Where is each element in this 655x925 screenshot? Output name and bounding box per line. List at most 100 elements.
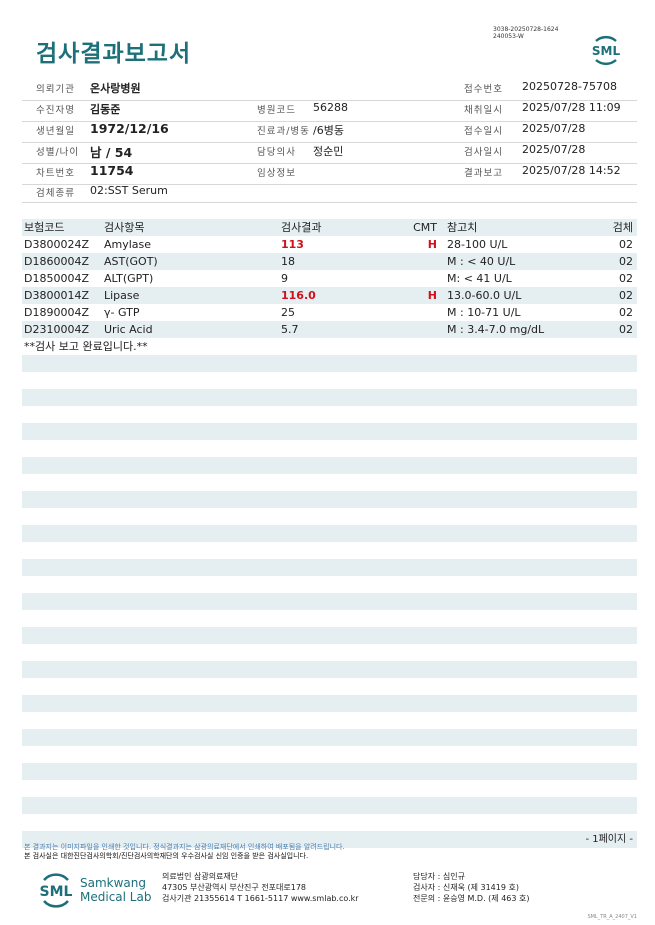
- row-stripe: [22, 797, 637, 814]
- hospital-code-value: 56288: [313, 101, 348, 114]
- clinical-label: 임상정보: [257, 168, 296, 179]
- column-header: 검사항목: [104, 221, 145, 234]
- form-code: SML_TR_A_2407_V1: [587, 914, 637, 920]
- lab-address: 의료법인 삼광의료재단 47305 부산광역시 부산진구 전포대로178 검사기…: [162, 871, 359, 904]
- column-header: 검체: [612, 221, 633, 234]
- cell-specimen: 02: [619, 238, 633, 251]
- specialist: 전문의 : 윤승영 M.D. (제 463 호): [413, 894, 530, 903]
- cell-result: 116.0: [281, 289, 316, 302]
- lab-name-line: Samkwang: [80, 876, 146, 890]
- column-header: CMT: [413, 221, 437, 234]
- row-stripe: [22, 661, 637, 678]
- doc-id-line: 240053-W: [493, 33, 524, 40]
- row-stripe: [22, 491, 637, 508]
- row-stripe: [22, 831, 637, 848]
- cell-ref: M : < 40 U/L: [447, 255, 516, 268]
- lab-name-line: Medical Lab: [80, 890, 152, 904]
- row-stripe: [22, 389, 637, 406]
- patient-label: 수진자명: [36, 105, 75, 116]
- row-stripe: [22, 457, 637, 474]
- cell-item: γ- GTP: [104, 306, 140, 319]
- receipt-no-label: 접수번호: [464, 84, 503, 95]
- column-header: 참고치: [447, 221, 478, 234]
- row-stripe: [22, 321, 637, 338]
- cell-item: Amylase: [104, 238, 152, 251]
- row-stripe: [22, 219, 637, 236]
- specimen-label: 검체종류: [36, 188, 75, 199]
- cell-item: ALT(GPT): [104, 272, 154, 285]
- svg-text:SML: SML: [40, 884, 73, 900]
- cell-result: 5.7: [281, 323, 299, 336]
- row-stripe: [22, 695, 637, 712]
- tester: 검사자 : 신재욱 (제 31419 호): [413, 883, 519, 892]
- notice-accreditation: 본 검사실은 대한진단검사의학회/진단검사의학재단의 우수검사실 신임 인증을 …: [24, 852, 309, 860]
- cell-specimen: 02: [619, 289, 633, 302]
- svg-text:SML: SML: [592, 44, 621, 58]
- cell-item: Lipase: [104, 289, 140, 302]
- cell-code: D1850004Z: [24, 272, 89, 285]
- chart-no-label: 차트번호: [36, 168, 75, 179]
- column-header: 검사결과: [281, 221, 322, 234]
- row-stripe: [22, 253, 637, 270]
- divider: [22, 142, 637, 143]
- doctor-value: 정순민: [313, 145, 344, 158]
- cell-code: D1890004Z: [24, 306, 89, 319]
- cell-cmt: H: [427, 289, 437, 302]
- cell-specimen: 02: [619, 323, 633, 336]
- cell-specimen: 02: [619, 272, 633, 285]
- cell-code: D3800024Z: [24, 238, 89, 251]
- cell-item: Uric Acid: [104, 323, 153, 336]
- cell-ref: M: < 41 U/L: [447, 272, 512, 285]
- row-stripe: [22, 355, 637, 372]
- birth-label: 생년월일: [36, 126, 75, 137]
- row-stripe: [22, 627, 637, 644]
- tested-label: 검사일시: [464, 147, 503, 158]
- received-value: 2025/07/28: [522, 122, 586, 135]
- manager: 담당자 : 심인규: [413, 872, 465, 881]
- cell-result: 18: [281, 255, 295, 268]
- cell-specimen: 02: [619, 306, 633, 319]
- divider: [22, 184, 637, 185]
- row-stripe: [22, 559, 637, 576]
- dept-value: /6병동: [313, 124, 344, 137]
- cell-specimen: 02: [619, 255, 633, 268]
- page-number: - 1페이지 -: [585, 834, 633, 845]
- reported-label: 결과보고: [464, 168, 503, 179]
- signatories: 담당자 : 심인규 검사자 : 신재욱 (제 31419 호) 전문의 : 윤승…: [413, 871, 530, 904]
- sex-age-value: 남 / 54: [90, 145, 133, 160]
- cell-cmt: H: [427, 238, 437, 251]
- institution-label: 의뢰기관: [36, 84, 75, 95]
- contact: 검사기관 21355614 T 1661-5117 www.smlab.co.k…: [162, 894, 359, 903]
- institution-value: 온사랑병원: [90, 82, 141, 95]
- hospital-code-label: 병원코드: [257, 105, 296, 116]
- row-stripe: [22, 763, 637, 780]
- tested-value: 2025/07/28: [522, 143, 586, 156]
- birth-value: 1972/12/16: [90, 121, 169, 136]
- cell-result: 25: [281, 306, 295, 319]
- row-stripe: [22, 729, 637, 746]
- collected-value: 2025/07/28 11:09: [522, 101, 621, 114]
- cell-ref: M : 3.4-7.0 mg/dL: [447, 323, 545, 336]
- receipt-no-value: 20250728-75708: [522, 80, 617, 93]
- reported-value: 2025/07/28 14:52: [522, 164, 621, 177]
- patient-value: 김동준: [90, 103, 121, 116]
- dept-label: 진료과/병동: [257, 126, 310, 137]
- collected-label: 채취일시: [464, 105, 503, 116]
- cell-code: D1860004Z: [24, 255, 89, 268]
- divider: [22, 100, 637, 101]
- divider: [22, 202, 637, 203]
- specimen-value: 02:SST Serum: [90, 184, 168, 197]
- divider: [22, 163, 637, 164]
- cell-ref: 13.0-60.0 U/L: [447, 289, 522, 302]
- column-header: 보험코드: [24, 221, 65, 234]
- cell-item: AST(GOT): [104, 255, 158, 268]
- row-stripe: [22, 287, 637, 304]
- row-stripe: [22, 525, 637, 542]
- report-title: 검사결과보고서: [36, 41, 192, 67]
- cell-code: D2310004Z: [24, 323, 89, 336]
- row-stripe: [22, 593, 637, 610]
- address: 47305 부산광역시 부산진구 전포대로178: [162, 883, 307, 892]
- doc-id-line: 3038-20250728-1624: [493, 26, 559, 33]
- divider: [22, 121, 637, 122]
